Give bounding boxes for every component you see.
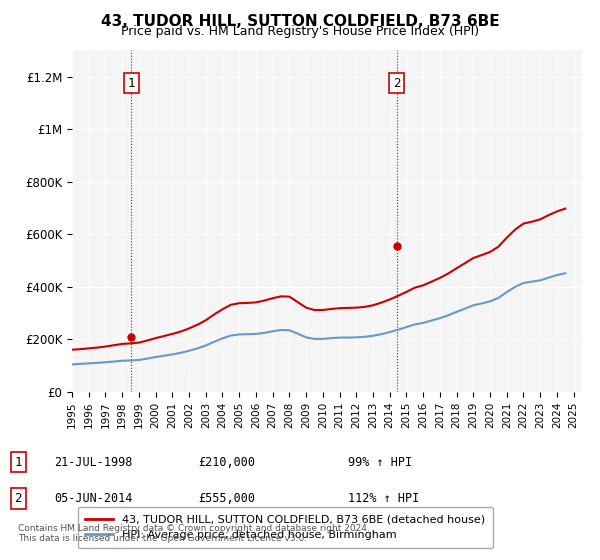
Text: 2: 2 (14, 492, 22, 505)
Text: 21-JUL-1998: 21-JUL-1998 (54, 455, 133, 469)
Text: 2: 2 (393, 77, 400, 90)
Text: 05-JUN-2014: 05-JUN-2014 (54, 492, 133, 505)
Text: Price paid vs. HM Land Registry's House Price Index (HPI): Price paid vs. HM Land Registry's House … (121, 25, 479, 38)
Text: 99% ↑ HPI: 99% ↑ HPI (348, 455, 412, 469)
Text: 43, TUDOR HILL, SUTTON COLDFIELD, B73 6BE: 43, TUDOR HILL, SUTTON COLDFIELD, B73 6B… (101, 14, 499, 29)
Text: 1: 1 (128, 77, 135, 90)
Text: 1: 1 (14, 455, 22, 469)
Text: Contains HM Land Registry data © Crown copyright and database right 2024.
This d: Contains HM Land Registry data © Crown c… (18, 524, 370, 543)
Text: £210,000: £210,000 (198, 455, 255, 469)
Legend: 43, TUDOR HILL, SUTTON COLDFIELD, B73 6BE (detached house), HPI: Average price, : 43, TUDOR HILL, SUTTON COLDFIELD, B73 6B… (77, 507, 493, 548)
Text: 112% ↑ HPI: 112% ↑ HPI (348, 492, 419, 505)
Text: £555,000: £555,000 (198, 492, 255, 505)
